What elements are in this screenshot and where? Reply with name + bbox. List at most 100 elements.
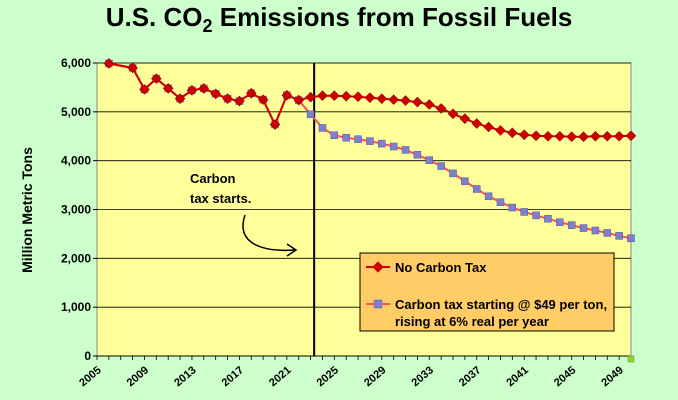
data-point	[556, 218, 564, 226]
data-point	[329, 90, 340, 102]
data-point	[508, 203, 517, 212]
data-point	[210, 88, 221, 100]
data-point	[472, 185, 481, 193]
data-point	[461, 177, 469, 185]
data-point	[401, 146, 410, 154]
legend: No Carbon Tax Carbon tax starting @ $49 …	[359, 252, 615, 332]
chart-title: U.S. CO2 Emissions from Fossil Fuels	[0, 2, 678, 37]
data-point	[378, 139, 386, 148]
data-point	[447, 108, 459, 120]
data-point	[293, 94, 305, 106]
x-tick-label: 2037	[457, 364, 483, 389]
x-tick-label: 2021	[267, 364, 293, 389]
y-axis-label: Million Metric Tons	[19, 147, 35, 273]
data-point	[400, 95, 411, 106]
data-point	[151, 73, 162, 84]
data-point	[305, 91, 316, 103]
data-point	[483, 121, 494, 133]
y-axis: 0 1,000 2,000 3,000 4,000 5,000 6,000	[61, 56, 97, 363]
data-point	[423, 99, 435, 110]
data-point	[496, 198, 505, 206]
data-point	[317, 90, 328, 102]
data-point	[318, 124, 327, 132]
data-point	[354, 135, 362, 143]
annotation-line2: tax starts.	[190, 191, 251, 206]
annotation-arrow	[242, 214, 296, 252]
data-point	[566, 131, 577, 143]
x-tick-label: 2005	[77, 364, 103, 389]
data-point	[603, 229, 612, 237]
y-tick-label: 2,000	[61, 251, 91, 265]
x-tick-label: 2033	[410, 364, 436, 389]
legend-swatch-marker-1	[372, 261, 384, 273]
y-tick-label: 1,000	[61, 300, 91, 314]
annotation-arrowhead	[286, 243, 298, 257]
data-point	[306, 110, 315, 119]
data-point	[364, 92, 376, 103]
data-point	[518, 129, 530, 141]
data-point	[103, 58, 115, 69]
data-point	[520, 208, 528, 216]
y-tick-label: 6,000	[61, 56, 91, 70]
title-main: U.S. CO	[105, 2, 203, 32]
data-point	[245, 87, 257, 99]
data-point	[198, 83, 210, 94]
series-1	[103, 58, 637, 143]
data-point	[591, 226, 600, 235]
data-point	[435, 103, 447, 114]
data-point	[127, 62, 138, 74]
data-point	[437, 162, 445, 170]
legend-label-1: No Carbon Tax	[395, 260, 487, 275]
x-tick-label: 2009	[125, 364, 151, 389]
x-axis: 2005 2009 2013 2017 2021 2025 2029 2033 2037 2041…	[77, 355, 632, 389]
data-point	[389, 142, 398, 151]
x-tick-label: 2025	[315, 364, 341, 389]
data-point	[174, 93, 186, 104]
data-point	[449, 169, 457, 178]
data-point	[376, 93, 388, 104]
data-point	[530, 130, 542, 142]
y-tick-label: 0	[84, 349, 91, 363]
data-point	[425, 156, 434, 164]
data-point	[567, 221, 576, 229]
x-tick-label: 2041	[504, 364, 530, 389]
data-point	[627, 234, 635, 243]
data-point	[257, 94, 269, 105]
corner-handle	[627, 355, 635, 363]
data-point	[352, 91, 364, 102]
data-point	[366, 137, 374, 145]
data-point	[222, 93, 233, 104]
x-tick-label: 2045	[552, 364, 578, 389]
data-point	[330, 131, 339, 140]
data-point	[388, 94, 399, 105]
data-point	[342, 133, 350, 142]
series-layer	[103, 58, 637, 243]
data-point	[554, 130, 566, 142]
data-point	[340, 90, 352, 102]
data-point	[459, 113, 471, 124]
data-point	[579, 224, 588, 232]
data-point	[234, 95, 245, 107]
data-point	[484, 192, 493, 201]
data-point	[139, 84, 150, 95]
data-point	[613, 130, 625, 142]
y-tick-label: 4,000	[61, 154, 91, 168]
data-point	[578, 131, 589, 143]
data-point	[471, 118, 483, 129]
legend-swatch-marker-2	[373, 299, 383, 309]
title-subscript: 2	[202, 16, 213, 37]
data-point	[162, 83, 174, 94]
data-point	[601, 130, 613, 142]
x-tick-label: 2013	[172, 364, 198, 389]
data-point	[413, 151, 422, 159]
x-tick-label: 2029	[362, 364, 388, 389]
data-point	[281, 89, 293, 101]
data-point	[542, 130, 554, 142]
x-tick-label: 2049	[599, 364, 625, 389]
data-point	[495, 125, 506, 136]
data-point	[507, 127, 518, 139]
y-tick-label: 5,000	[61, 105, 91, 119]
data-point	[625, 130, 637, 142]
